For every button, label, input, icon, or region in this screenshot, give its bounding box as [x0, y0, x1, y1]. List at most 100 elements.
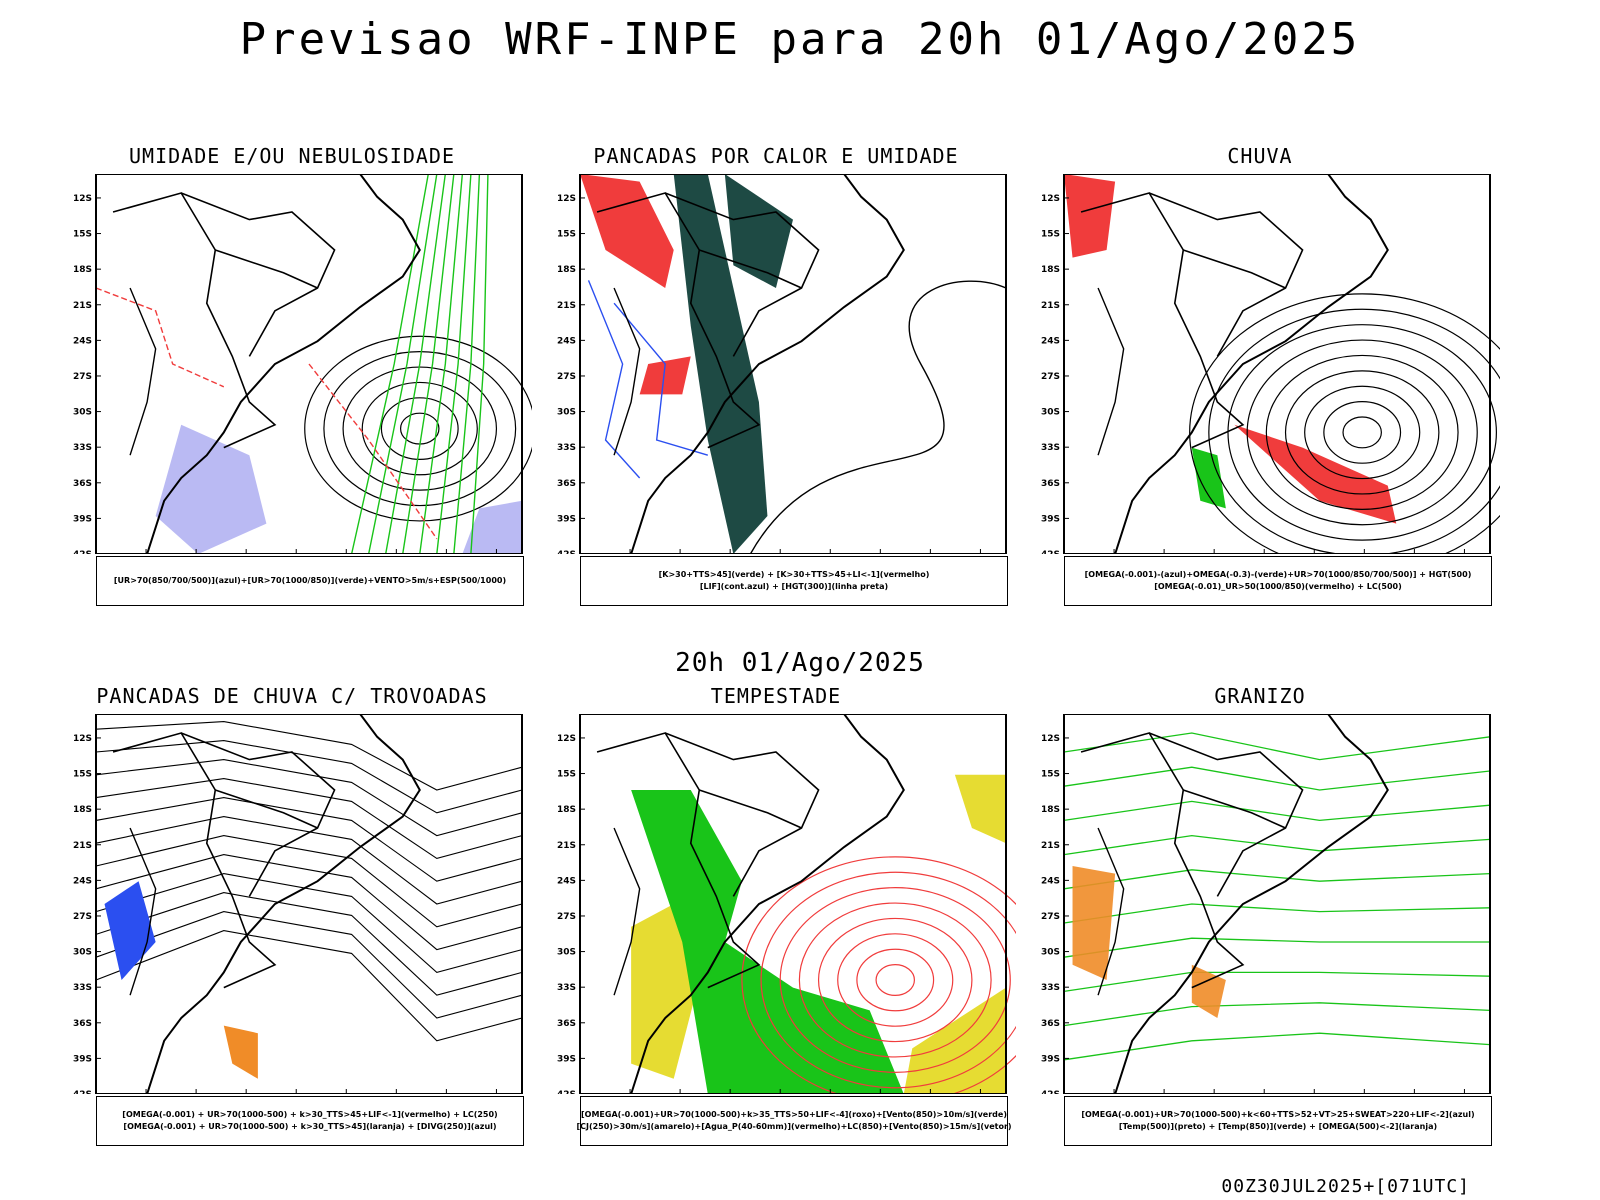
streamline	[798, 902, 992, 1058]
streamline	[95, 759, 523, 837]
streamline	[856, 948, 935, 1012]
page-title: Previsao WRF-INPE para 20h 01/Ago/2025	[239, 14, 1361, 65]
wind-green	[470, 174, 489, 554]
border-line	[1097, 827, 1125, 996]
lat-tick-label: 27S	[1041, 372, 1060, 382]
lat-tick-label: 21S	[73, 301, 92, 311]
lat-tick-label: 21S	[1041, 841, 1060, 851]
humidity-area	[462, 500, 522, 554]
streamline	[1284, 370, 1440, 495]
temp-850-contour	[1063, 937, 1490, 958]
lat-tick-label: 12S	[557, 194, 576, 204]
streamline	[95, 778, 523, 859]
streamline	[95, 873, 523, 974]
wind-green	[350, 174, 429, 554]
state-border	[699, 249, 802, 289]
map-frame	[1063, 174, 1491, 554]
panel-tempestade: TEMPESTADE 12S 15S 18S 21S 24S 27S 30S 33S 36S 39…	[536, 684, 1016, 1154]
lat-tick-label: 18S	[557, 805, 576, 815]
border-line	[1097, 287, 1125, 456]
legend-line: [Temp(500)](preto) + [Temp(850)](verde) …	[1118, 1122, 1438, 1131]
temp-850-contour	[1063, 869, 1491, 890]
lat-tick-label: 42S	[557, 550, 576, 554]
border-line	[1080, 192, 1245, 449]
coastline	[146, 174, 421, 554]
lat-tick-label: 42S	[557, 1090, 576, 1094]
lat-tick-label: 27S	[73, 372, 92, 382]
lat-tick-label: 39S	[1041, 1054, 1060, 1064]
forecast-time-title: 20h 01/Ago/2025	[675, 648, 925, 678]
lat-tick-label: 15S	[1041, 770, 1060, 780]
streamline	[95, 816, 523, 905]
lat-tick-label: 36S	[557, 479, 576, 489]
map-frame	[1063, 714, 1491, 1094]
lat-tick-label: 15S	[73, 770, 92, 780]
lat-tick-label: 27S	[1041, 912, 1060, 922]
lat-tick-label: 36S	[557, 1019, 576, 1029]
lat-tick-label: 39S	[1041, 514, 1060, 524]
lat-tick-label: 24S	[1041, 876, 1060, 886]
lat-tick-label: 15S	[557, 230, 576, 240]
lat-tick-label: 36S	[1041, 1019, 1060, 1029]
rain-area	[1064, 174, 1116, 258]
wind-green	[384, 174, 447, 554]
lat-tick-label: 15S	[1041, 230, 1060, 240]
border-line	[596, 732, 761, 989]
border-line	[129, 287, 157, 456]
streamline	[95, 854, 523, 951]
state-border	[1183, 789, 1286, 829]
legend-line: [OMEGA(-0.001) + UR>70(1000-500) + k>30_…	[122, 1110, 498, 1119]
map-pancadas-trovoadas: 12S15S18S21S24S27S30S33S36S39S42S70W65W6…	[73, 714, 523, 1094]
temp-850-contour	[1063, 766, 1491, 791]
panel-chuva: CHUVA 12S15S18S21S24S27S30S33S36S39S42S7…	[1020, 144, 1500, 614]
lat-tick-label: 24S	[1041, 336, 1060, 346]
lat-tick-label: 33S	[73, 983, 92, 993]
omega-500-area	[1191, 964, 1226, 1018]
legend-line: [CJ(250)>30m/s](amarelo)+[Agua_P(40-60mm…	[576, 1122, 1012, 1131]
lat-tick-label: 30S	[73, 408, 92, 418]
streamline	[741, 856, 1016, 1094]
temp-850-contour	[1063, 834, 1491, 856]
temp-850-contour	[1063, 971, 1491, 993]
panel-title: PANCADAS POR CALOR E UMIDADE	[593, 144, 959, 168]
lat-tick-label: 21S	[73, 841, 92, 851]
lat-tick-label: 24S	[557, 876, 576, 886]
lat-tick-label: 33S	[1041, 443, 1060, 453]
lat-tick-label: 27S	[557, 372, 576, 382]
coastline	[1114, 714, 1389, 1094]
streamline	[1323, 401, 1402, 464]
panel-legend: [OMEGA(-0.001)+UR>70(1000-500)+k<60+TTS>…	[1064, 1096, 1492, 1146]
streamline	[1246, 339, 1478, 526]
state-border	[215, 789, 318, 829]
streamline	[95, 930, 523, 1042]
border-line	[112, 192, 277, 449]
panel-title: CHUVA	[1227, 144, 1293, 168]
lifted-index-contour	[613, 302, 708, 456]
panel-legend: [K>30+TTS>45](verde) + [K>30+TTS>45+LI<-…	[580, 556, 1008, 606]
border-line	[129, 827, 157, 996]
jet-area	[631, 904, 700, 1079]
streamline	[323, 351, 517, 507]
panel-title: GRANIZO	[1214, 684, 1306, 708]
lat-tick-label: 15S	[73, 230, 92, 240]
lat-tick-label: 12S	[557, 734, 576, 744]
lat-tick-label: 12S	[1041, 194, 1060, 204]
lat-tick-label: 30S	[73, 948, 92, 958]
wind-green	[402, 174, 455, 554]
panel-granizo: GRANIZO 12S 15S 18S 21S 24S 27S 30S 33S 36S 39S 42…	[1020, 684, 1500, 1154]
streamline	[380, 397, 459, 460]
border-line	[112, 732, 277, 989]
run-info-footer: 00Z30JUL2025+[071UTC]	[1221, 1176, 1470, 1197]
streamline	[1227, 324, 1497, 541]
lat-tick-label: 24S	[73, 876, 92, 886]
lat-tick-label: 27S	[557, 912, 576, 922]
streamline	[342, 366, 498, 491]
lat-tick-label: 39S	[557, 514, 576, 524]
legend-line: [K>30+TTS>45](verde) + [K>30+TTS>45+LI<-…	[658, 570, 930, 579]
streamline	[95, 892, 523, 996]
rain-area	[1234, 424, 1397, 524]
map-frame	[579, 174, 1007, 554]
state-border	[664, 732, 820, 897]
jet-area	[954, 774, 1006, 844]
map-granizo: 12S15S18S21S24S27S30S33S36S39S42S70W65W6…	[1041, 714, 1491, 1094]
